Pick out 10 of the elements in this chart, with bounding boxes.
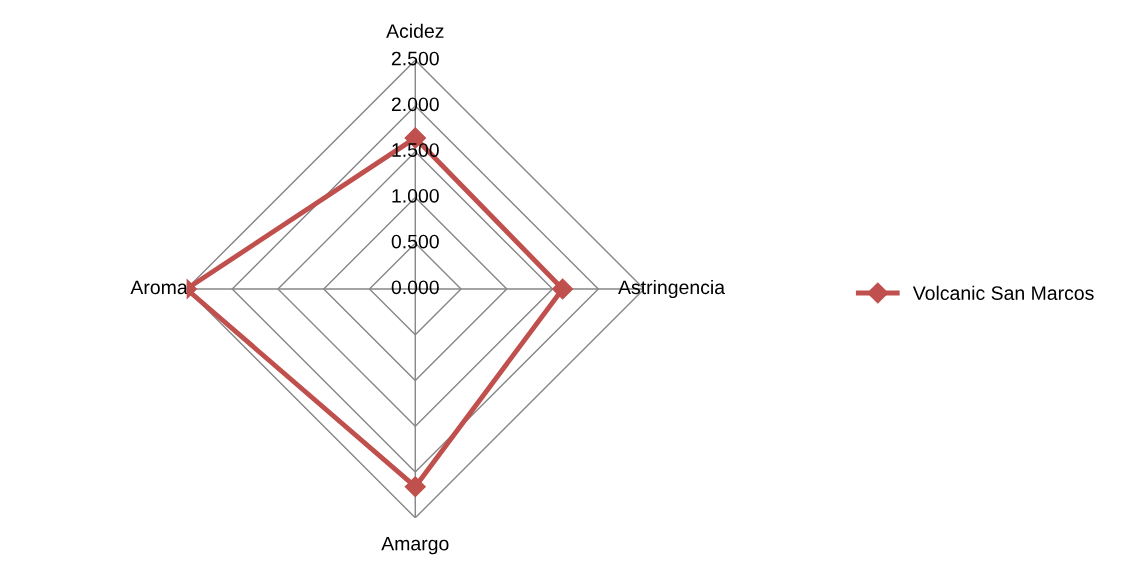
y-tick-label: 2.000 bbox=[391, 97, 439, 112]
y-tick-label: 0.500 bbox=[391, 234, 439, 249]
y-tick-label: 0.000 bbox=[391, 280, 439, 295]
legend-label: Volcanic San Marcos bbox=[912, 285, 1094, 300]
spoke-label: Amargo bbox=[381, 536, 449, 555]
spoke-label: Astringencia bbox=[618, 279, 726, 299]
y-tick-label: 1.000 bbox=[392, 188, 439, 203]
spoke-label: Acidez bbox=[386, 23, 444, 38]
spoke-label: Aroma bbox=[130, 280, 188, 295]
y-tick-label: 2.500 bbox=[391, 51, 439, 66]
